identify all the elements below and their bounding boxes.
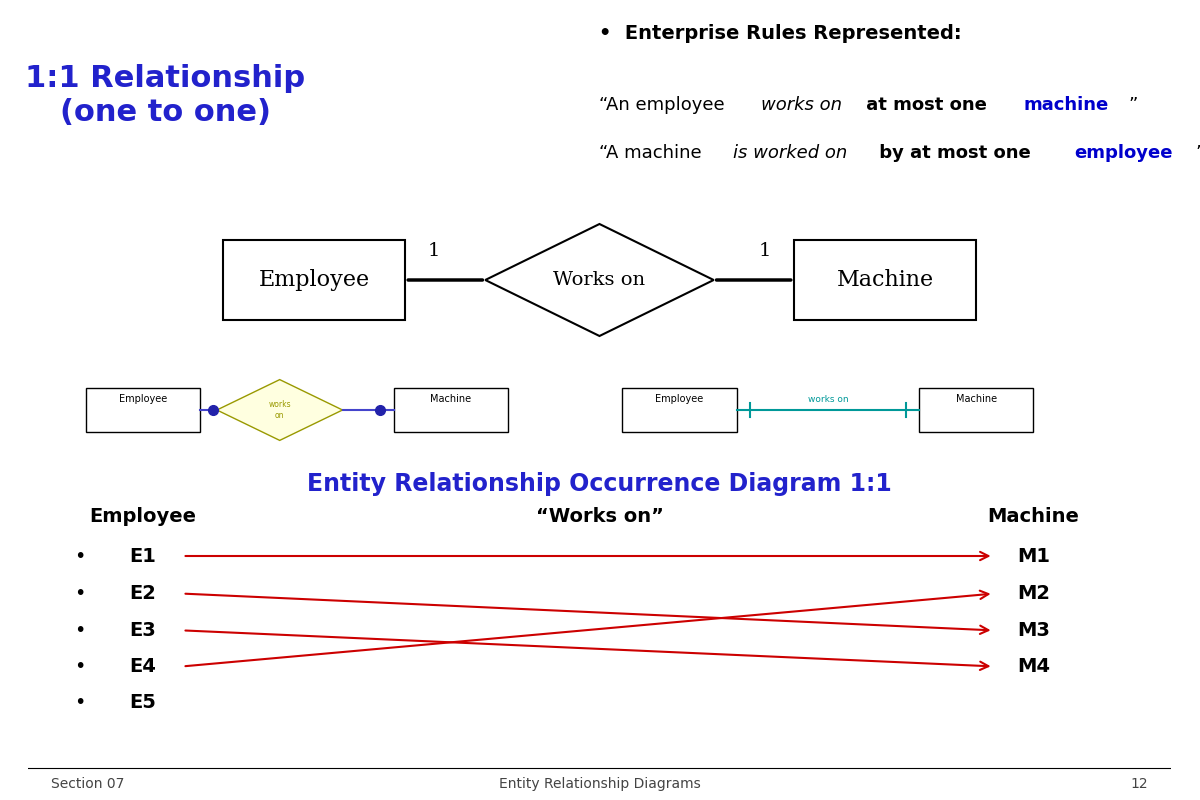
- Text: E4: E4: [130, 657, 156, 676]
- Text: works on: works on: [808, 394, 848, 403]
- Text: Machine: Machine: [988, 506, 1079, 526]
- Polygon shape: [217, 379, 342, 440]
- Text: •: •: [74, 546, 85, 566]
- Text: Entity Relationship Diagrams: Entity Relationship Diagrams: [499, 777, 701, 791]
- Text: •: •: [74, 621, 85, 640]
- Text: E1: E1: [130, 546, 156, 566]
- Text: by at most one: by at most one: [872, 144, 1037, 162]
- FancyBboxPatch shape: [623, 388, 737, 432]
- Text: •: •: [74, 657, 85, 676]
- Polygon shape: [485, 224, 714, 336]
- Text: Entity Relationship Occurrence Diagram 1:1: Entity Relationship Occurrence Diagram 1…: [307, 472, 892, 496]
- FancyBboxPatch shape: [223, 240, 406, 320]
- Text: Employee: Employee: [258, 269, 370, 291]
- FancyBboxPatch shape: [394, 388, 508, 432]
- Text: 1:1 Relationship
(one to one): 1:1 Relationship (one to one): [25, 64, 306, 126]
- Text: Machine: Machine: [836, 269, 934, 291]
- Text: works
on: works on: [269, 400, 292, 420]
- Text: Employee: Employee: [89, 506, 196, 526]
- Text: Machine: Machine: [955, 394, 997, 404]
- Text: 1: 1: [427, 242, 440, 260]
- Text: “Works on”: “Works on”: [535, 506, 664, 526]
- Text: employee: employee: [1074, 144, 1172, 162]
- Text: •: •: [74, 584, 85, 603]
- Text: ”: ”: [1128, 96, 1138, 114]
- Text: is worked on: is worked on: [732, 144, 847, 162]
- Text: Works on: Works on: [553, 271, 646, 289]
- Text: Section 07: Section 07: [52, 777, 125, 791]
- Text: ”: ”: [1195, 144, 1200, 162]
- Text: M2: M2: [1016, 584, 1050, 603]
- Text: E3: E3: [130, 621, 156, 640]
- Text: •: •: [74, 693, 85, 712]
- Text: E5: E5: [130, 693, 156, 712]
- Text: machine: machine: [1024, 96, 1109, 114]
- Text: Employee: Employee: [119, 394, 167, 404]
- Text: Machine: Machine: [431, 394, 472, 404]
- Text: “A machine: “A machine: [600, 144, 708, 162]
- Text: works on: works on: [761, 96, 842, 114]
- FancyBboxPatch shape: [793, 240, 977, 320]
- Text: M1: M1: [1016, 546, 1050, 566]
- Text: •  Enterprise Rules Represented:: • Enterprise Rules Represented:: [600, 24, 962, 43]
- Text: M4: M4: [1016, 657, 1050, 676]
- FancyBboxPatch shape: [919, 388, 1033, 432]
- Text: 12: 12: [1130, 777, 1147, 791]
- FancyBboxPatch shape: [85, 388, 199, 432]
- Text: Employee: Employee: [655, 394, 703, 404]
- Text: at most one: at most one: [860, 96, 994, 114]
- Text: “An employee: “An employee: [600, 96, 731, 114]
- Text: 1: 1: [758, 242, 772, 260]
- Text: M3: M3: [1018, 621, 1050, 640]
- Text: E2: E2: [130, 584, 156, 603]
